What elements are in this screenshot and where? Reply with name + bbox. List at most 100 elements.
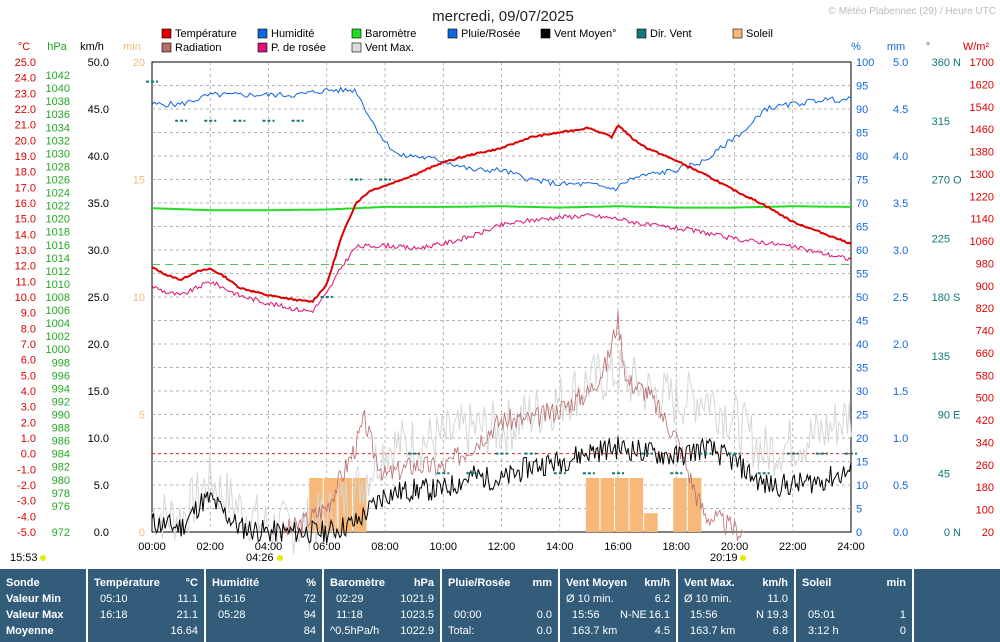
x-tick: 22:00 (779, 541, 807, 553)
baro-tick: 1012 (46, 266, 70, 278)
baro-tick: 1038 (46, 96, 70, 108)
series-humidite (151, 86, 852, 192)
x-tick: 00:00 (138, 541, 166, 553)
rad-tick: 420 (976, 415, 994, 427)
sunrise-icon (277, 555, 283, 561)
temp-tick: 2.0 (21, 417, 36, 429)
series-temperature (151, 124, 852, 303)
legend-swatch (257, 28, 268, 39)
temp-tick: 7.0 (21, 339, 36, 351)
temp-tick: 13.0 (15, 245, 36, 257)
temp-tick: 18.0 (15, 167, 36, 179)
rain-tick: 3.5 (893, 198, 908, 210)
baro-tick: 1006 (46, 305, 70, 317)
baro-tick: 1036 (46, 109, 70, 121)
rad-tick: 1060 (970, 236, 994, 248)
sunset-time: 20:19 (710, 552, 738, 564)
baro-tick: 1020 (46, 214, 70, 226)
rad-tick: 1460 (970, 124, 994, 136)
sun-bar (629, 477, 644, 532)
dir-tick: 0 (944, 527, 950, 539)
dir-tick: 360 (932, 57, 950, 69)
summary-temperature: Température °C 05:10 11.1 16:18 21.1 16.… (94, 577, 198, 637)
legend-swatch (732, 28, 743, 39)
wind-tick: 20.0 (88, 339, 109, 351)
temp-tick: -4.0 (17, 511, 36, 523)
rad-tick: 1540 (970, 102, 994, 114)
sun-bar (673, 477, 687, 532)
rad-tick: 900 (976, 281, 994, 293)
temp-tick: 19.0 (15, 151, 36, 163)
legend-label: Baromètre (365, 28, 416, 40)
summary-humidite: Humidité % 16:16 72 05:28 94 84 (212, 577, 316, 637)
temp-tick: 17.0 (15, 182, 36, 194)
baro-tick: 988 (52, 423, 70, 435)
sun-tick: 15 (133, 175, 145, 187)
legend-swatch (636, 28, 647, 39)
wind-tick: 45.0 (88, 104, 109, 116)
hum-tick: 100 (856, 57, 874, 69)
x-tick: 02:00 (196, 541, 224, 553)
dir-tick: 90 (938, 410, 950, 422)
sunrise-time: 04:26 (246, 552, 274, 564)
temp-tick: 21.0 (15, 120, 36, 132)
baro-tick: 1000 (46, 344, 70, 356)
dir-tick: 135 (932, 351, 950, 363)
temp-tick: 25.0 (15, 57, 36, 69)
wind-tick: 35.0 (88, 198, 109, 210)
baro-tick: 998 (52, 357, 70, 369)
legend-label: P. de rosée (271, 42, 326, 54)
temp-tick: 6.0 (21, 355, 36, 367)
baro-tick: 980 (52, 475, 70, 487)
weather-chart: mercredi, 09/07/2025 © Météo Plabennec (… (10, 6, 996, 564)
dir-label: N (953, 527, 961, 539)
baro-tick: 992 (52, 396, 70, 408)
rain-tick: 2.0 (893, 339, 908, 351)
temp-tick: 23.0 (15, 88, 36, 100)
baro-tick: 1002 (46, 331, 70, 343)
hum-tick: 15 (856, 457, 868, 469)
moonrise-time: 15:53 (10, 552, 38, 564)
temp-tick: -3.0 (17, 496, 36, 508)
baro-tick: 1008 (46, 292, 70, 304)
legend-swatch (447, 28, 458, 39)
temp-tick: 9.0 (21, 308, 36, 320)
row-label-min: Valeur Min (6, 593, 62, 605)
baro-tick: 972 (52, 527, 70, 539)
hum-tick: 85 (856, 128, 868, 140)
summary-vent-moyen: Vent Moyen km/h Ø 10 min. 6.2 15:56 N-NE… (566, 577, 670, 637)
rad-tick: 1220 (970, 191, 994, 203)
dir-label: E (953, 410, 960, 422)
dir-tick: 315 (932, 116, 950, 128)
temp-tick: 16.0 (15, 198, 36, 210)
baro-tick: 982 (52, 462, 70, 474)
copyright: © Météo Plabennec (29) / Heure UTC (829, 6, 996, 17)
sun-tick: 20 (133, 57, 145, 69)
sun-bar (615, 477, 629, 532)
series-barometre (151, 205, 851, 212)
x-tick: 04:00 (255, 541, 283, 553)
legend-swatch (257, 42, 268, 53)
temp-tick: 5.0 (21, 370, 36, 382)
rad-tick: 20 (982, 527, 994, 539)
legend-label: Soleil (746, 28, 773, 40)
rad-tick: 100 (976, 505, 994, 517)
hum-tick: 90 (856, 104, 868, 116)
hum-tick: 20 (856, 433, 868, 445)
temp-tick: 10.0 (15, 292, 36, 304)
baro-tick: 1024 (46, 188, 70, 200)
rad-tick: 180 (976, 482, 994, 494)
summary-pluie: Pluie/Rosée mm 00:00 0.0 Total: 0.0 (448, 577, 552, 637)
dir-tick: 270 (932, 175, 950, 187)
temp-tick: 24.0 (15, 73, 36, 85)
rad-tick: 740 (976, 326, 994, 338)
legend-label: Humidité (271, 28, 314, 40)
wind-tick: 10.0 (88, 433, 109, 445)
baro-tick: 1028 (46, 161, 70, 173)
temp-tick: 3.0 (21, 402, 36, 414)
baro-tick: 986 (52, 436, 70, 448)
sun-bar (585, 477, 600, 532)
wind-tick: 40.0 (88, 151, 109, 163)
rain-tick: 0.0 (893, 527, 908, 539)
rad-tick: 1140 (970, 214, 994, 226)
